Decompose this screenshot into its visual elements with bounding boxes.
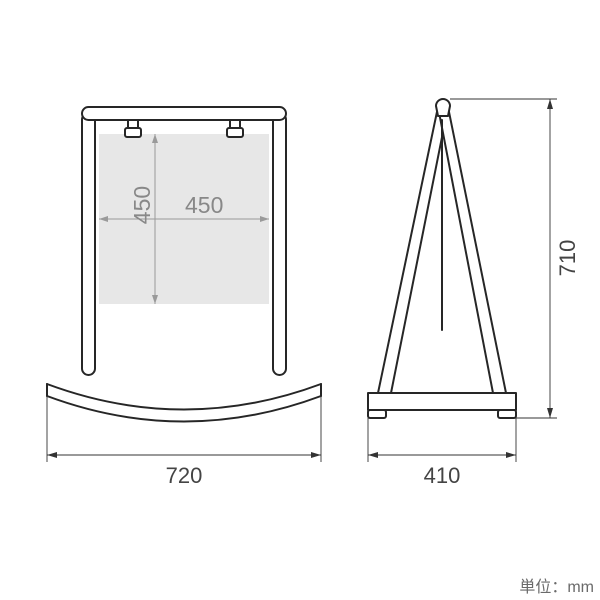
base-arc-top [47, 384, 321, 410]
panel-height-value: 450 [129, 186, 155, 224]
side-height-value: 710 [555, 240, 580, 277]
side-view: 710 410 [368, 99, 580, 488]
unit-label: 単位：mm [519, 578, 594, 596]
front-width-value: 720 [166, 463, 203, 488]
panel-width-value: 450 [185, 192, 223, 218]
side-base-bar [368, 393, 516, 410]
side-depth-value: 410 [424, 463, 461, 488]
front-view: 450 450 720 [47, 107, 321, 488]
drawing-canvas: 450 450 720 [0, 0, 600, 600]
